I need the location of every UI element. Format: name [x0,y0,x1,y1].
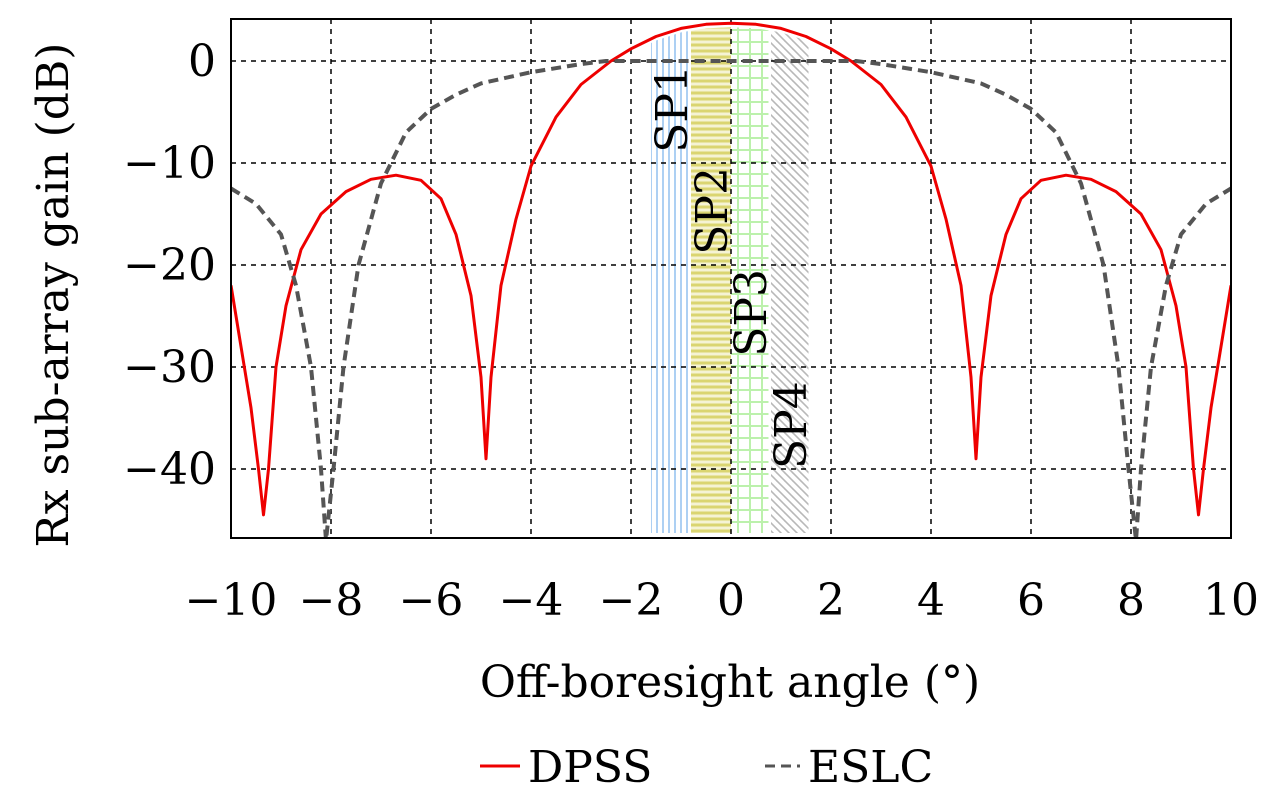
bands-layer [651,27,809,534]
x-tick-label: −4 [499,575,564,626]
x-tick-label: 10 [1203,575,1259,626]
band-sp3 [731,27,769,533]
series-line-dpss [231,21,1231,517]
plot-frame [230,18,1232,539]
band-label-sp4: SP4 [766,381,817,469]
band-sp4 [771,30,809,534]
band-sp2 [691,27,731,533]
x-tick-label: −6 [399,575,464,626]
y-tick-label: 0 [188,36,216,87]
band-labels: SP1 SP2 SP3 SP4 [647,65,817,469]
x-tick-label: 2 [817,575,845,626]
x-tick-label: 8 [1117,575,1145,626]
y-tick-label: −40 [123,444,216,495]
x-tick-label: 0 [717,575,745,626]
x-axis-label: Off-boresight angle (°) [480,657,980,708]
legend: DPSS ESLC [480,742,933,793]
x-tick-label: −10 [185,575,278,626]
band-sp1 [651,30,691,534]
y-tick-label: −30 [123,342,216,393]
x-tick-label: −2 [599,575,664,626]
band-label-sp1: SP1 [647,65,698,153]
y-tick-label: −20 [123,240,216,291]
legend-label-eslc: ESLC [808,742,933,793]
x-tick-label: 4 [917,575,945,626]
y-tick-label: −10 [123,138,216,189]
band-label-sp2: SP2 [687,167,738,255]
series-line-eslc [231,59,1231,538]
curves-layer [231,21,1231,538]
legend-label-dpss: DPSS [528,742,652,793]
x-tick-label: −8 [299,575,364,626]
x-tick-labels: −10 −8 −6 −4 −2 0 2 4 6 8 10 [185,575,1259,626]
y-axis-label: Rx sub-array gain (dB) [28,43,79,548]
x-tick-label: 6 [1017,575,1045,626]
y-tick-labels: 0 −10 −20 −30 −40 [123,36,216,495]
band-label-sp3: SP3 [726,269,777,357]
